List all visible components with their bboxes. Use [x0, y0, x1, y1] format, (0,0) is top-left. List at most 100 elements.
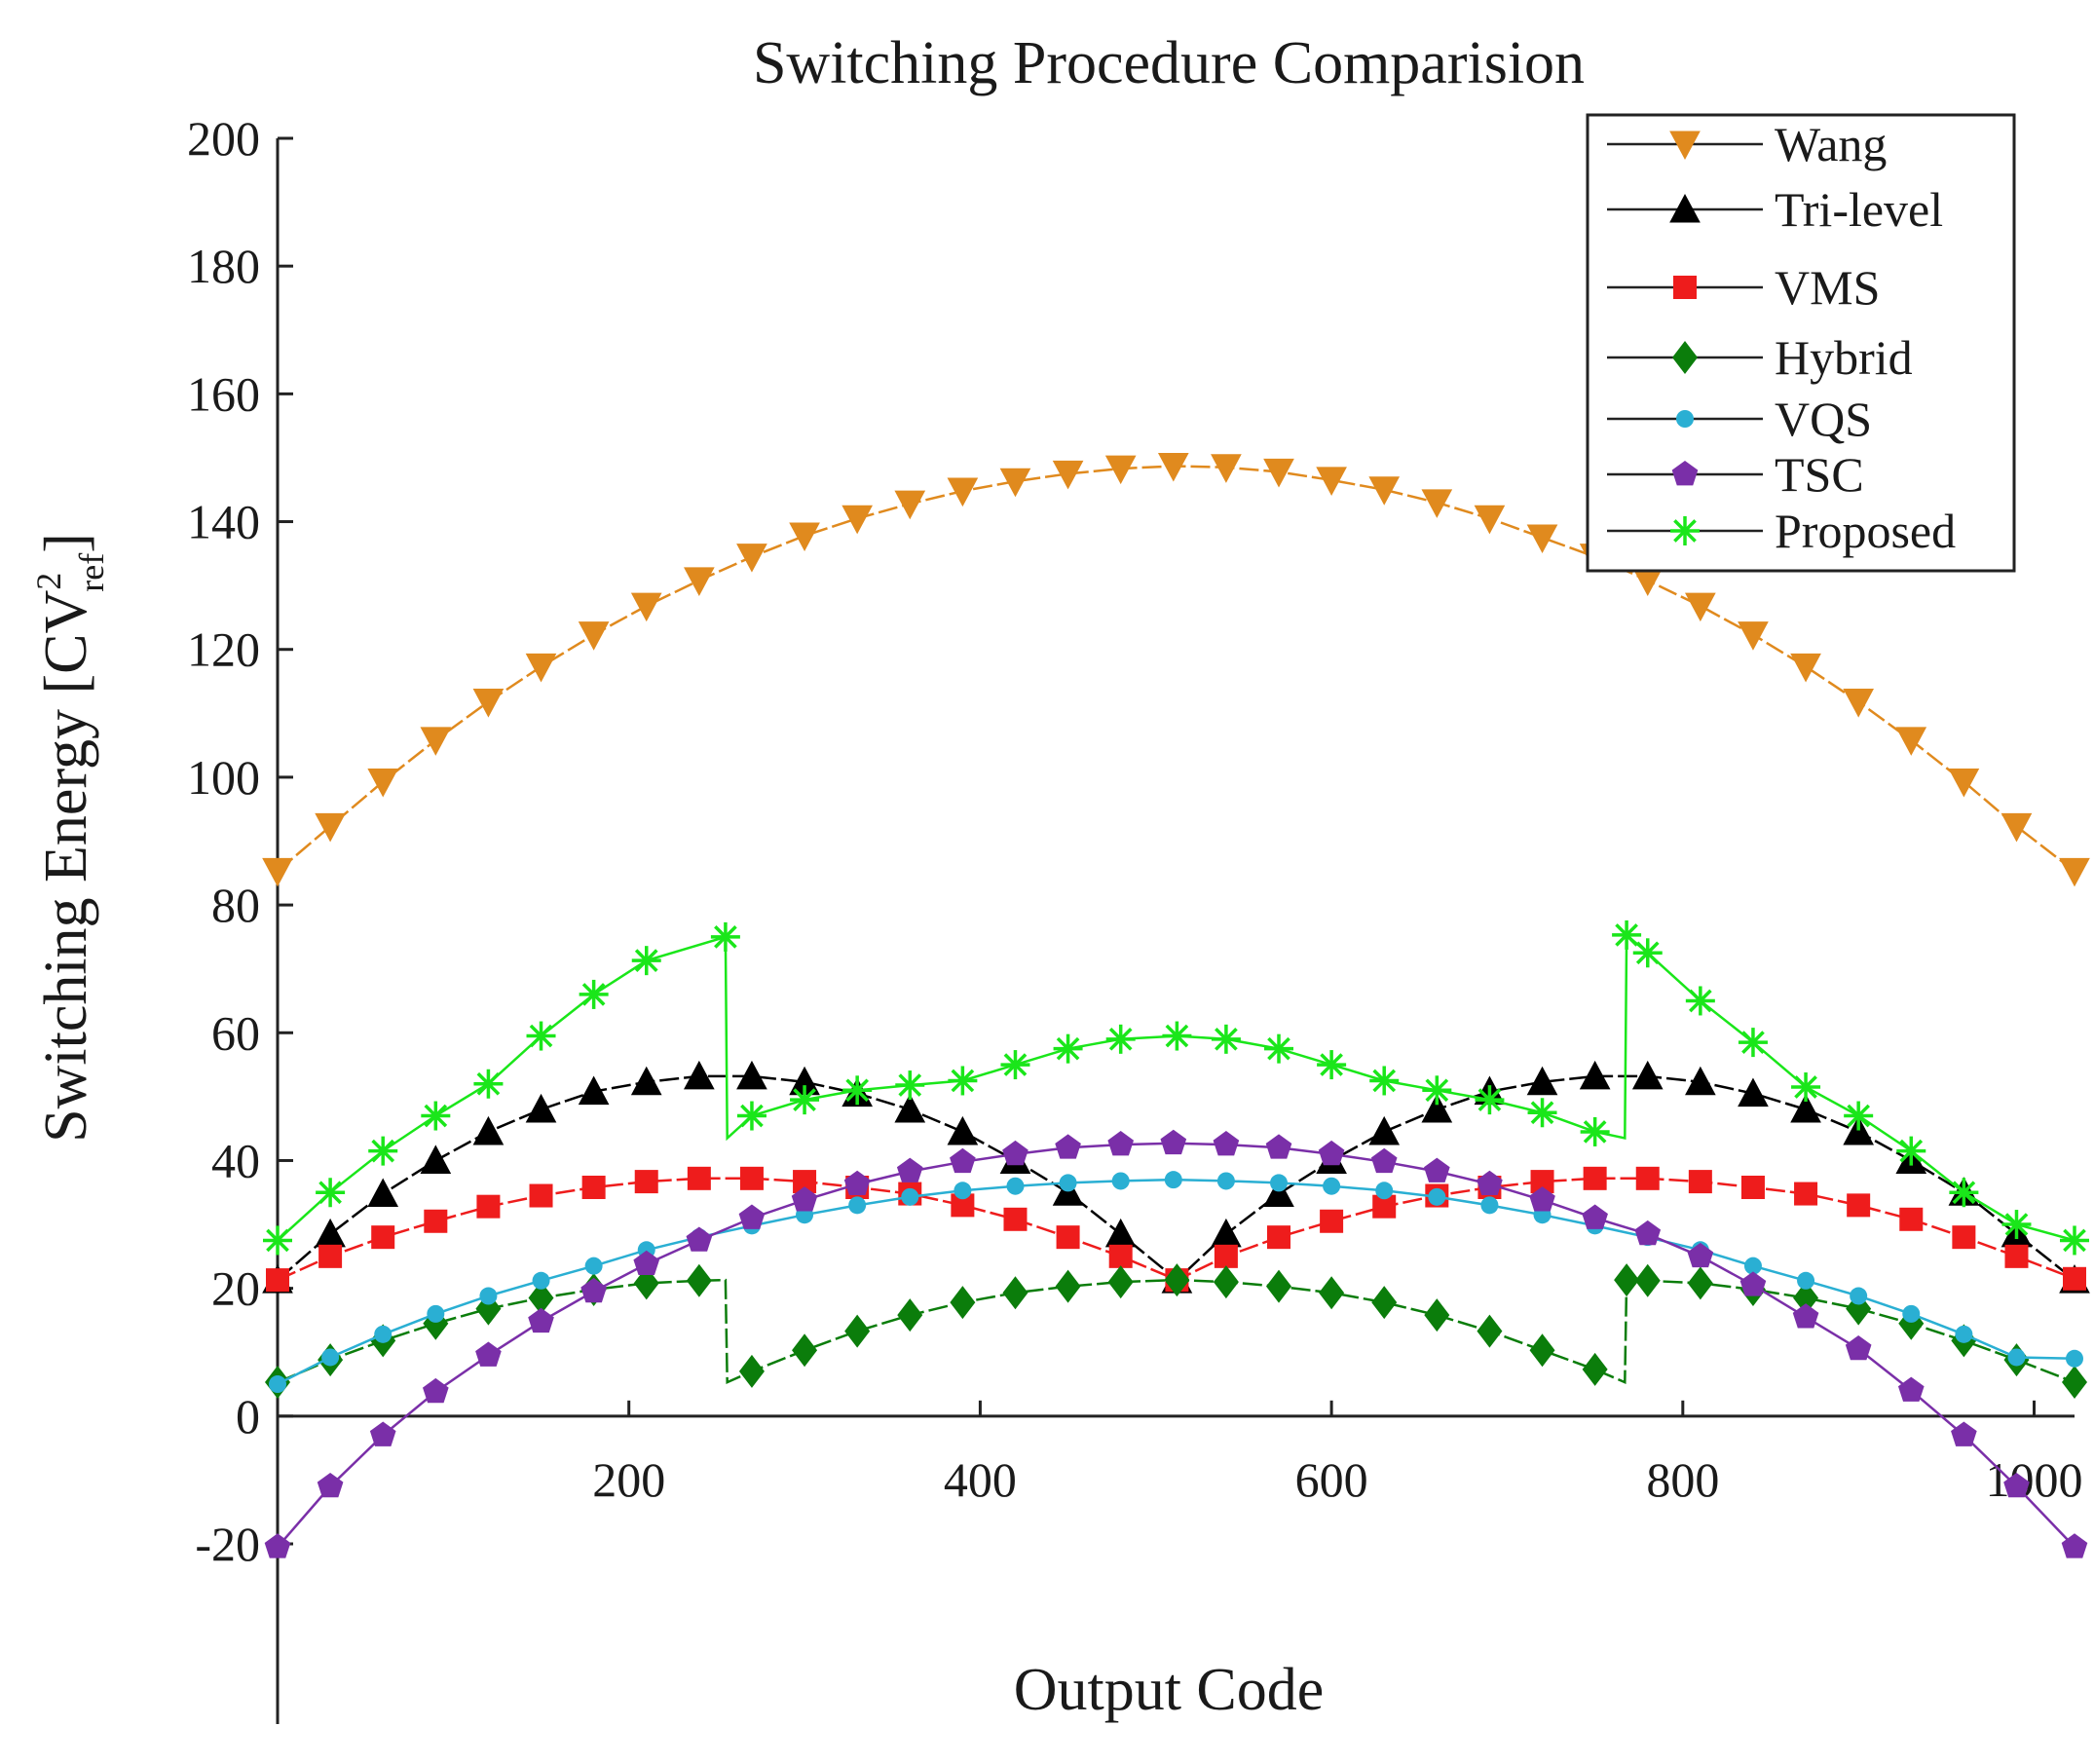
legend-entry-vqs: VQS — [1607, 392, 1872, 446]
data-point-vms — [529, 1183, 553, 1208]
legend-label-hybrid: Hybrid — [1775, 330, 1913, 385]
data-point-tsc — [2003, 1472, 2030, 1498]
data-point-vqs — [2066, 1349, 2083, 1368]
data-point-vqs — [532, 1271, 550, 1290]
y-axis-label-close: ] — [33, 533, 99, 553]
data-point-wang — [1474, 505, 1506, 535]
data-point-tsc — [1160, 1129, 1187, 1155]
legend-label-wang: Wang — [1775, 117, 1887, 171]
data-point-hybrid — [844, 1314, 871, 1348]
data-point-wang — [1368, 476, 1401, 506]
data-point-wang — [894, 490, 926, 520]
data-point-vqs — [1850, 1287, 1868, 1305]
data-point-vms — [2004, 1244, 2029, 1268]
legend-marker-tri-level — [1669, 193, 1701, 223]
legend-entry-hybrid: Hybrid — [1607, 330, 1913, 385]
data-point-hybrid — [738, 1354, 765, 1388]
data-point-tri-level — [1738, 1077, 1769, 1107]
data-point-tsc — [369, 1421, 396, 1446]
axes: -20 0 20 40 60 80 100 120 140 160 180 200 200 400 600 8… — [187, 111, 2083, 1724]
data-point-tsc — [738, 1204, 766, 1229]
data-point-proposed — [1422, 1075, 1452, 1106]
data-point-tsc — [633, 1250, 660, 1276]
data-point-vqs — [374, 1325, 393, 1343]
data-point-tri-level — [1211, 1218, 1242, 1248]
data-point-hybrid — [1002, 1276, 1028, 1310]
data-point-tsc — [1477, 1170, 1503, 1196]
y-axis-label-main: Switching Energy [CV — [33, 590, 99, 1143]
data-point-tri-level — [1685, 1066, 1716, 1096]
legend-marker-vms — [1673, 276, 1697, 299]
data-point-vms — [1794, 1182, 1818, 1206]
data-point-tri-level — [1368, 1115, 1401, 1145]
data-point-proposed — [2060, 1225, 2089, 1256]
data-point-wang — [262, 857, 293, 887]
data-point-tsc — [843, 1170, 871, 1196]
data-point-vqs — [1797, 1271, 1815, 1290]
data-point-hybrid — [897, 1298, 923, 1332]
data-point-hybrid — [1582, 1352, 1608, 1386]
data-point-vqs — [584, 1257, 603, 1275]
data-point-wang — [472, 689, 505, 718]
data-point-vqs — [1006, 1177, 1025, 1195]
legend-label-tsc: TSC — [1775, 447, 1864, 502]
data-point-tri-level — [684, 1060, 715, 1090]
data-point-vqs — [1164, 1171, 1182, 1189]
y-tick-label: -20 — [195, 1517, 260, 1571]
data-point-tri-level — [1421, 1093, 1453, 1123]
data-point-vqs — [1902, 1304, 1921, 1323]
data-point-wang — [2001, 812, 2033, 843]
data-point-tsc — [896, 1157, 923, 1182]
data-point-wang — [1211, 454, 1242, 483]
data-point-vqs — [479, 1287, 498, 1305]
legend-entry-wang: Wang — [1607, 117, 1887, 171]
data-point-vms — [2063, 1266, 2086, 1291]
data-point-hybrid — [792, 1333, 818, 1368]
legend-marker-proposed — [1670, 516, 1700, 545]
data-point-tsc — [1951, 1421, 1977, 1446]
data-point-proposed — [579, 979, 609, 1009]
data-point-tri-level — [894, 1093, 926, 1123]
data-point-hybrid — [1213, 1265, 1239, 1299]
data-point-vms — [318, 1244, 343, 1268]
data-point-vqs — [1428, 1187, 1446, 1206]
data-point-vms — [1635, 1166, 1660, 1190]
data-point-wang — [841, 505, 873, 535]
data-point-vqs — [321, 1348, 340, 1367]
data-point-wang — [1685, 592, 1716, 622]
data-point-hybrid — [950, 1286, 976, 1320]
y-tick-label: 160 — [187, 366, 260, 421]
data-point-proposed — [526, 1021, 556, 1051]
data-point-hybrid — [1107, 1265, 1134, 1299]
data-point-hybrid — [1319, 1276, 1345, 1310]
data-point-vqs — [2007, 1348, 2026, 1367]
plot-series — [262, 452, 2090, 1558]
data-point-tsc — [2061, 1533, 2088, 1558]
y-tick-label: 60 — [211, 1005, 260, 1060]
data-point-wang — [947, 477, 979, 507]
data-point-proposed — [1949, 1178, 1979, 1208]
data-point-vqs — [269, 1375, 286, 1394]
data-point-proposed — [1580, 1116, 1610, 1146]
data-point-tsc — [1687, 1242, 1714, 1268]
data-point-tsc — [1265, 1134, 1292, 1159]
data-point-tri-level — [1790, 1093, 1821, 1123]
data-point-wang — [578, 621, 610, 651]
data-point-proposed — [1791, 1072, 1821, 1103]
y-tick-label: 140 — [187, 495, 260, 549]
legend-entry-vms: VMS — [1607, 260, 1880, 315]
data-point-vqs — [848, 1196, 867, 1215]
data-point-wang — [315, 812, 346, 843]
data-point-tsc — [1002, 1140, 1028, 1166]
x-tick-label: 1000 — [1986, 1452, 2083, 1507]
data-point-wang — [1263, 458, 1294, 488]
legend-label-vms: VMS — [1775, 260, 1880, 315]
data-point-vms — [1847, 1193, 1871, 1218]
legend-box — [1586, 113, 2016, 573]
data-point-tsc — [1582, 1204, 1608, 1229]
data-point-proposed — [1685, 986, 1715, 1016]
data-point-wang — [1526, 524, 1558, 554]
data-point-proposed — [1632, 938, 1663, 968]
y-tick-label: 180 — [187, 239, 260, 293]
